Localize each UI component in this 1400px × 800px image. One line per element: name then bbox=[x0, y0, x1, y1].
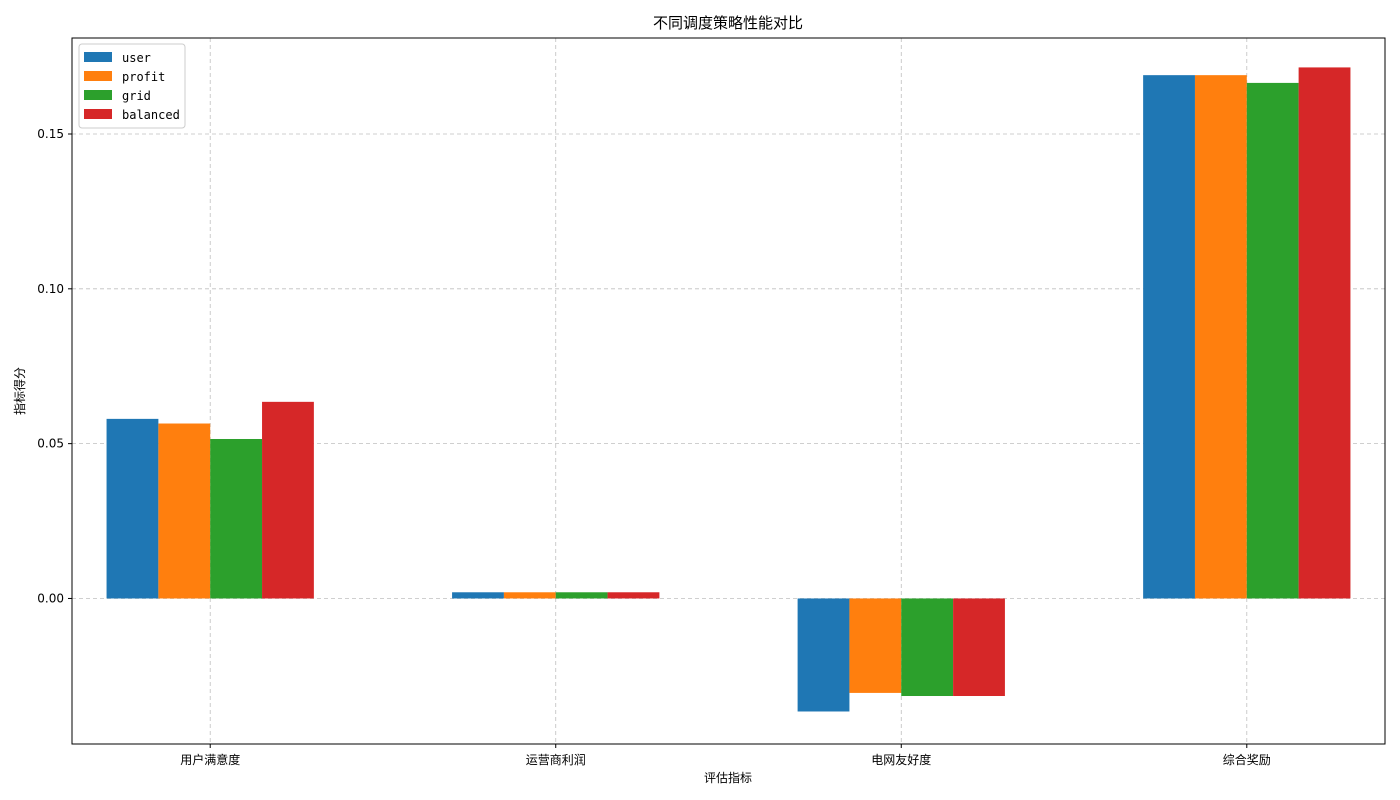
bar-profit-2 bbox=[503, 592, 556, 599]
legend-label-balanced: balanced bbox=[122, 108, 180, 122]
bar-grid-3 bbox=[901, 598, 954, 697]
legend-swatch-profit bbox=[84, 71, 112, 81]
x-axis-label: 评估指标 bbox=[704, 770, 752, 785]
plot-frame bbox=[71, 37, 1386, 745]
y-axis-label: 指标得分 bbox=[12, 367, 27, 415]
chart-title: 不同调度策略性能对比 bbox=[653, 14, 803, 32]
bar-profit-1 bbox=[158, 423, 211, 599]
bar-profit-3 bbox=[849, 598, 902, 693]
x-tick-label: 用户满意度 bbox=[180, 752, 240, 767]
x-tick-label: 运营商利润 bbox=[526, 752, 586, 767]
legend-label-user: user bbox=[122, 51, 151, 65]
bar-balanced-3 bbox=[953, 598, 1005, 697]
bar-user-1 bbox=[106, 418, 159, 599]
bar-balanced-2 bbox=[607, 592, 660, 599]
x-tick-label: 电网友好度 bbox=[871, 752, 931, 767]
bar-balanced-4 bbox=[1298, 67, 1351, 599]
bar-user-4 bbox=[1143, 75, 1195, 599]
bar-grid-2 bbox=[555, 592, 608, 599]
bar-balanced-1 bbox=[262, 401, 314, 599]
bar-grid-1 bbox=[210, 438, 263, 599]
y-tick-label: 0.00 bbox=[37, 591, 64, 605]
bar-grid-4 bbox=[1246, 82, 1299, 599]
bars bbox=[106, 67, 1351, 712]
legend-box bbox=[78, 43, 186, 129]
legend-swatch-user bbox=[84, 52, 112, 62]
legend-swatch-grid bbox=[84, 90, 112, 100]
legend: user profit grid balanced bbox=[78, 43, 186, 129]
legend-label-profit: profit bbox=[122, 70, 165, 84]
bar-profit-4 bbox=[1194, 75, 1247, 599]
legend-label-grid: grid bbox=[122, 89, 151, 103]
y-tick-label: 0.05 bbox=[37, 437, 64, 451]
x-tick-label: 综合奖励 bbox=[1223, 752, 1271, 767]
y-tick-label: 0.10 bbox=[37, 282, 64, 296]
bar-user-2 bbox=[452, 592, 504, 599]
y-tick-label: 0.15 bbox=[37, 127, 64, 141]
axes: 0.00 0.05 0.10 0.15 用户满意度 运营商利润 电网友好度 综合奖励 bbox=[37, 37, 1386, 767]
legend-swatch-balanced bbox=[84, 109, 112, 119]
bar-user-3 bbox=[797, 598, 850, 712]
